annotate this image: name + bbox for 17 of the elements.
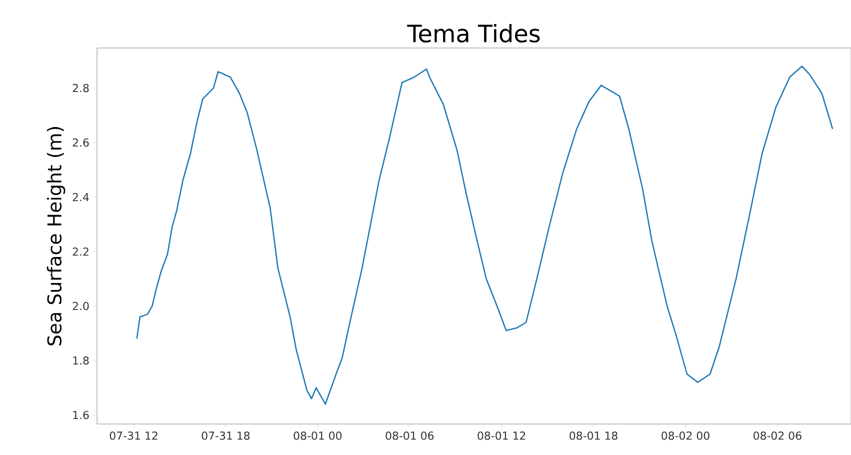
y-axis-title: Sea Surface Height (m) [46,127,66,346]
y-tick-label: 2.6 [72,138,89,147]
y-tick-label: 1.8 [73,356,89,365]
y-tick-label: 2.2 [72,247,88,256]
y-tick-label: 2.4 [72,192,89,202]
y-tick-label: 2.8 [72,84,89,92]
y-tick-label: 1.6 [73,410,89,420]
x-tick-label: 08-02 00 [662,432,710,440]
x-tick-label: 08-02 06 [754,432,802,440]
x-tick-label: 08-01 12 [478,432,526,440]
x-tick-label: 08-01 00 [294,432,342,440]
chart-title: Tema Tides [407,24,540,43]
x-tick-label: 07-31 18 [202,432,250,440]
x-tick-label: 08-01 18 [570,432,618,440]
x-tick-label: 07-31 12 [110,432,158,440]
x-tick-label: 08-01 06 [386,432,434,440]
y-tick-label: 2.0 [72,302,89,310]
